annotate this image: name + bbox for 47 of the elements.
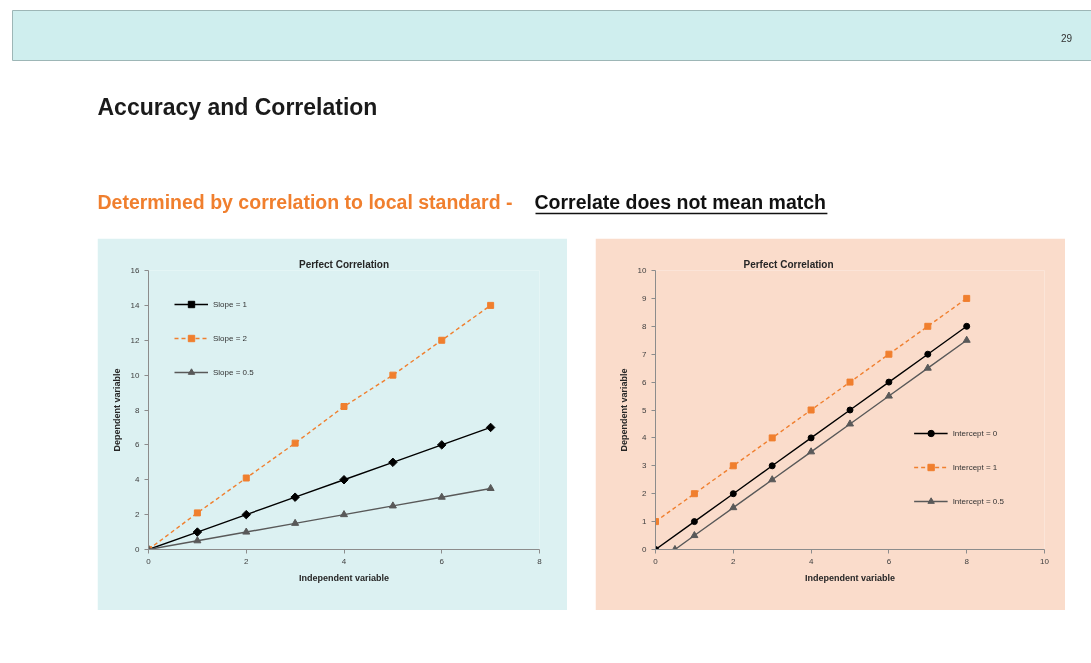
x-axis-title: Independent variable bbox=[298, 572, 390, 583]
legend-label: Intercept = 0 bbox=[952, 428, 998, 438]
y-tick-label: 4 bbox=[135, 475, 141, 485]
y-tick-label: 12 bbox=[130, 335, 141, 345]
y-tick-label: 7 bbox=[642, 349, 648, 359]
x-tick-label: 4 bbox=[808, 556, 814, 566]
x-tick-label: 4 bbox=[341, 556, 347, 566]
y-tick-label: 8 bbox=[135, 405, 141, 415]
chart-title: Perfect Correlation bbox=[743, 258, 834, 270]
x-tick-label: 0 bbox=[146, 556, 152, 566]
y-tick-label: 5 bbox=[642, 405, 648, 415]
y-tick-label: 10 bbox=[637, 266, 648, 275]
legend-label: Intercept = 1 bbox=[952, 462, 998, 472]
y-tick-label: 9 bbox=[642, 293, 648, 303]
y-tick-label: 10 bbox=[130, 370, 141, 380]
y-tick-label: 1 bbox=[642, 517, 648, 527]
x-tick-label: 8 bbox=[537, 556, 543, 566]
x-tick-label: 8 bbox=[964, 556, 970, 566]
y-tick-label: 0 bbox=[642, 545, 648, 554]
y-axis-title: Dependent variable bbox=[618, 368, 629, 452]
y-tick-label: 4 bbox=[642, 433, 648, 443]
chart-title: Perfect Correlation bbox=[298, 258, 390, 270]
y-tick-label: 14 bbox=[130, 300, 141, 310]
y-tick-label: 0 bbox=[135, 545, 141, 554]
y-tick-label: 2 bbox=[135, 510, 141, 520]
text: Determined by correlation to local standard - bbox=[97, 190, 513, 213]
x-tick-label: 10 bbox=[1040, 556, 1050, 566]
y-axis-title: Dependent variable bbox=[111, 368, 122, 452]
legend-label: Intercept = 0.5 bbox=[952, 496, 1004, 506]
x-tick-label: 6 bbox=[439, 556, 445, 566]
y-tick-label: 2 bbox=[642, 489, 648, 499]
y-tick-label: 3 bbox=[642, 461, 648, 471]
legend-label: Slope = 0.5 bbox=[213, 367, 254, 377]
y-tick-label: 6 bbox=[135, 440, 141, 450]
y-tick-label: 6 bbox=[642, 377, 648, 387]
legend-label: Slope = 2 bbox=[213, 333, 248, 343]
y-tick-label: 8 bbox=[642, 321, 648, 331]
text: 29 bbox=[1060, 32, 1073, 44]
text: Correlate does not mean match bbox=[534, 190, 826, 213]
legend-label: Slope = 1 bbox=[213, 299, 248, 309]
x-tick-label: 2 bbox=[244, 556, 250, 566]
text: Accuracy and Correlation bbox=[97, 93, 378, 120]
x-tick-label: 2 bbox=[731, 556, 737, 566]
y-tick-label: 16 bbox=[130, 266, 141, 275]
x-tick-label: 0 bbox=[653, 556, 659, 566]
x-tick-label: 6 bbox=[886, 556, 892, 566]
x-axis-title: Independent variable bbox=[804, 572, 896, 583]
